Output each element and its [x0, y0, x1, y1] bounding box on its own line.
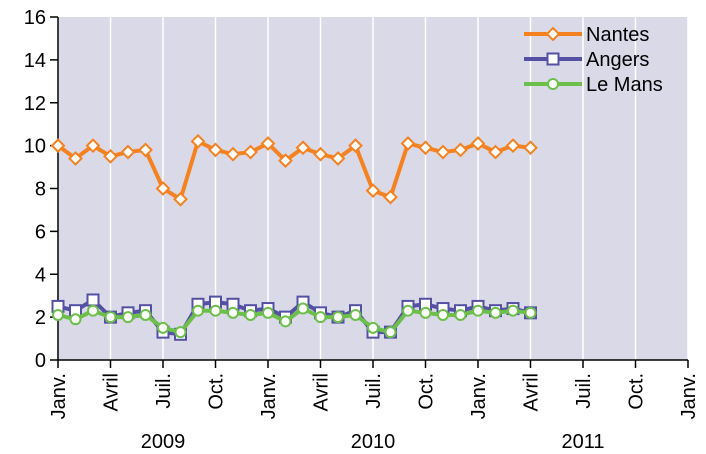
y-tick-label: 8 — [35, 179, 46, 201]
data-point — [435, 144, 451, 160]
data-point — [402, 304, 414, 317]
data-point — [367, 321, 379, 334]
x-tick-label: Janv. — [678, 373, 700, 419]
data-point — [68, 151, 83, 166]
data-point — [227, 306, 239, 319]
data-point — [314, 311, 327, 324]
y-tick-label: 14 — [24, 50, 46, 72]
series-line — [57, 306, 531, 335]
y-tick-label: 16 — [24, 7, 46, 29]
data-point — [85, 138, 101, 154]
data-point — [192, 304, 204, 317]
data-point — [418, 140, 433, 156]
data-point — [454, 308, 467, 321]
data-point — [279, 315, 292, 328]
legend-label: Le Mans — [586, 74, 663, 96]
x-tick-label: Oct. — [206, 373, 228, 410]
data-point — [138, 142, 153, 158]
data-point — [365, 183, 381, 199]
data-point — [472, 304, 484, 317]
data-point — [505, 138, 521, 154]
data-point — [190, 133, 206, 149]
data-point — [470, 136, 486, 151]
data-point — [174, 326, 187, 339]
data-point — [332, 311, 344, 324]
data-point — [69, 313, 82, 326]
series-line — [57, 297, 531, 337]
data-point — [243, 144, 258, 160]
data-point — [383, 189, 398, 205]
data-point — [278, 153, 293, 169]
data-point — [50, 138, 66, 154]
data-point — [262, 306, 274, 319]
data-point — [209, 304, 222, 317]
data-point — [330, 151, 346, 166]
x-tick-label: Janv. — [258, 373, 280, 419]
x-tick-label: Avril — [521, 373, 543, 412]
y-tick-label: 0 — [35, 350, 46, 372]
data-point — [453, 142, 468, 158]
data-point — [260, 136, 276, 151]
x-tick-label: Juil. — [363, 373, 385, 409]
data-point — [507, 304, 519, 317]
legend-marker — [547, 78, 559, 90]
x-tick-label: Oct. — [626, 373, 648, 410]
x-tick-label: Avril — [311, 373, 333, 412]
year-label: 2011 — [561, 431, 604, 453]
y-tick-label: 2 — [35, 307, 46, 329]
y-tick-label: 4 — [35, 264, 46, 286]
data-point — [103, 148, 118, 164]
data-point — [400, 136, 416, 151]
data-point — [313, 146, 328, 162]
data-point — [225, 146, 241, 162]
data-point — [524, 306, 537, 319]
data-point — [348, 138, 363, 154]
x-tick-label: Oct. — [416, 373, 438, 410]
legend-marker — [545, 26, 561, 42]
x-tick-label: Janv. — [48, 373, 70, 419]
data-point — [104, 311, 117, 324]
data-point — [208, 142, 223, 158]
data-point — [488, 144, 503, 160]
year-label: 2009 — [141, 431, 186, 453]
data-point — [120, 144, 136, 160]
y-tick-label: 10 — [24, 136, 46, 158]
data-point — [139, 308, 152, 321]
data-point — [155, 181, 171, 196]
data-point — [244, 308, 257, 321]
data-point — [87, 304, 99, 317]
data-point — [157, 321, 169, 334]
data-point — [295, 140, 311, 156]
x-tick-label: Janv. — [468, 373, 490, 419]
y-tick-label: 6 — [35, 221, 46, 243]
data-point — [86, 293, 100, 307]
x-tick-label: Avril — [101, 373, 123, 412]
year-label: 2010 — [351, 431, 396, 453]
legend-label: Nantes — [586, 24, 649, 46]
data-point — [523, 140, 538, 156]
data-point — [52, 308, 64, 321]
data-point — [173, 191, 188, 207]
data-point — [489, 306, 502, 319]
data-point — [297, 302, 309, 315]
legend-marker — [546, 52, 560, 66]
y-tick-label: 12 — [24, 93, 46, 115]
legend-label: Angers — [586, 49, 649, 71]
x-tick-label: Juil. — [153, 373, 175, 409]
data-point — [349, 308, 362, 321]
data-point — [122, 311, 134, 324]
data-point — [384, 326, 397, 339]
data-point — [419, 306, 432, 319]
data-point — [437, 308, 449, 321]
x-tick-label: Juil. — [573, 373, 595, 409]
series-line — [56, 139, 531, 202]
